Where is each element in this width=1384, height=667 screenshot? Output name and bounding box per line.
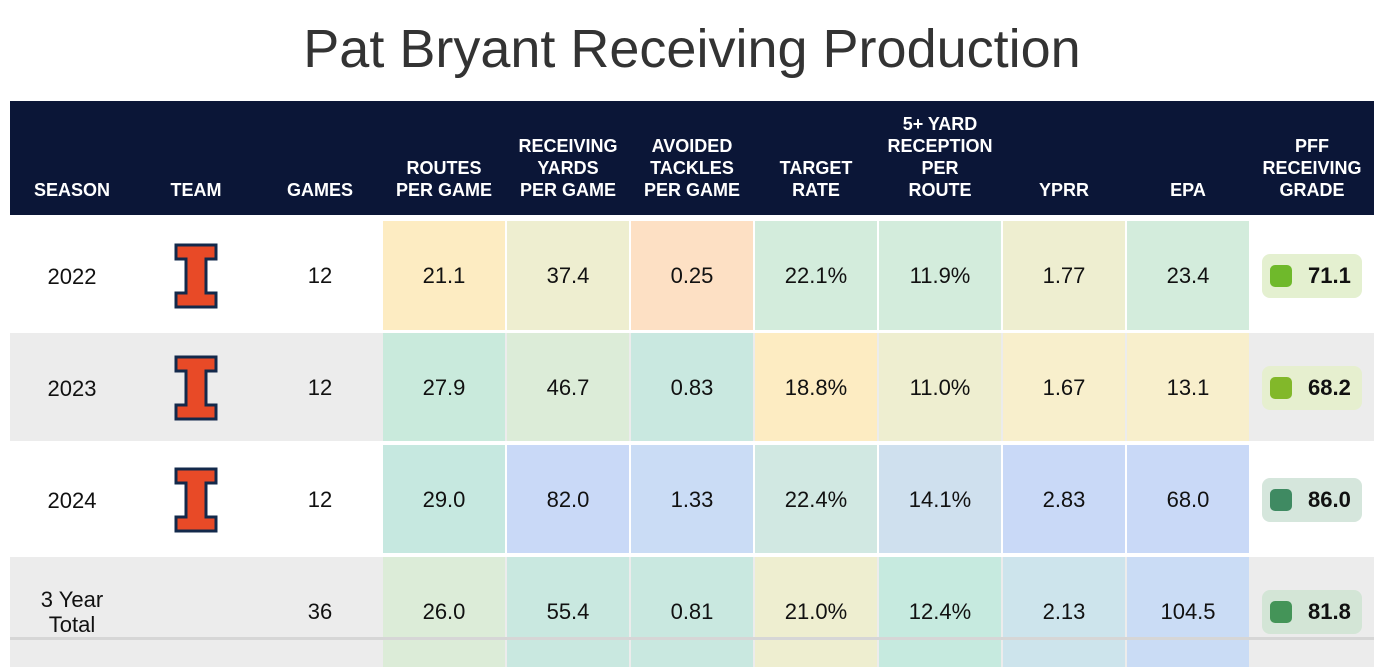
header-epa: EPA — [1170, 180, 1206, 200]
yprr-cell: 2.13 — [1003, 557, 1125, 667]
team-cell — [134, 333, 258, 443]
row-divider — [10, 553, 1374, 556]
illinois-logo-icon — [174, 243, 218, 309]
header-games: GAMES — [286, 180, 353, 200]
grade-badge: 86.0 — [1262, 478, 1362, 522]
grade-value: 68.2 — [1308, 375, 1351, 400]
yards-cell: 46.7 — [507, 333, 629, 443]
grade-color-swatch — [1270, 265, 1292, 287]
table-header: SEASON TEAM GAMES ROUTES PER GAME RECEIVING YA… — [10, 101, 1374, 215]
target-cell: 21.0% — [755, 557, 877, 667]
yprr-cell: 2.83 — [1003, 445, 1125, 555]
tackles-cell: 0.81 — [631, 557, 753, 667]
season-cell: 2023 — [47, 375, 97, 401]
grade-value: 86.0 — [1308, 487, 1351, 512]
yards-cell: 82.0 — [507, 445, 629, 555]
header-yprr: YPRR — [1038, 180, 1089, 200]
grade-cell: 68.2 — [1250, 333, 1374, 443]
epa-cell: 23.4 — [1127, 221, 1249, 331]
yards-cell: 55.4 — [507, 557, 629, 667]
games-cell: 36 — [307, 599, 333, 624]
games-cell: 12 — [307, 375, 333, 400]
team-cell — [134, 445, 258, 555]
recep-cell: 11.9% — [879, 221, 1001, 331]
illinois-logo-icon — [174, 467, 218, 533]
tackles-cell: 0.25 — [631, 221, 753, 331]
epa-cell: 68.0 — [1127, 445, 1249, 555]
target-cell: 18.8% — [755, 333, 877, 443]
target-cell: 22.1% — [755, 221, 877, 331]
table-bottom-border — [10, 637, 1374, 640]
header-yards: RECEIVING YARDS PER GAME — [518, 136, 618, 200]
row-divider — [10, 441, 1374, 444]
games-cell: 12 — [307, 263, 333, 288]
grade-color-swatch — [1270, 601, 1292, 623]
routes-cell: 26.0 — [383, 557, 505, 667]
header-season: SEASON — [33, 180, 111, 200]
header-team: TEAM — [170, 180, 222, 200]
routes-cell: 27.9 — [383, 333, 505, 443]
header-grade: PFF RECEIVING GRADE — [1262, 136, 1362, 200]
illinois-logo-icon — [174, 355, 218, 421]
tackles-cell: 0.83 — [631, 333, 753, 443]
season-cell: 2024 — [47, 487, 97, 513]
grade-badge: 68.2 — [1262, 366, 1362, 410]
yprr-cell: 1.67 — [1003, 333, 1125, 443]
recep-cell: 12.4% — [879, 557, 1001, 667]
grade-badge: 81.8 — [1262, 590, 1362, 634]
games-cell: 12 — [307, 487, 333, 512]
grade-cell: 71.1 — [1250, 221, 1374, 331]
grade-value: 81.8 — [1308, 599, 1351, 624]
header-tackles: AVOIDED TACKLES PER GAME — [643, 136, 740, 200]
yards-cell: 37.4 — [507, 221, 629, 331]
routes-cell: 21.1 — [383, 221, 505, 331]
season-cell: 2022 — [47, 263, 97, 289]
table-row: 2022 12 21.1 37.4 0.25 22.1% 11.9% 1.77 23.4 71.1 — [10, 221, 1374, 331]
table-row: 3 Year Total 36 26.0 55.4 0.81 21.0% 12.4% 2.13… — [10, 557, 1374, 667]
header-routes: ROUTES PER GAME — [395, 158, 492, 200]
team-cell — [134, 557, 258, 667]
header-recep: 5+ YARD RECEPTION PER ROUTE — [887, 114, 993, 200]
grade-value: 71.1 — [1308, 263, 1351, 288]
team-cell — [134, 221, 258, 331]
table-row: 2023 12 27.9 46.7 0.83 18.8% 11.0% 1.67 13.1 68.2 — [10, 333, 1374, 443]
grade-cell: 81.8 — [1250, 557, 1374, 667]
grade-color-swatch — [1270, 489, 1292, 511]
header-target: TARGET RATE — [779, 158, 853, 200]
routes-cell: 29.0 — [383, 445, 505, 555]
season-cell: 3 Year Total — [40, 587, 104, 637]
yprr-cell: 1.77 — [1003, 221, 1125, 331]
tackles-cell: 1.33 — [631, 445, 753, 555]
target-cell: 22.4% — [755, 445, 877, 555]
epa-cell: 13.1 — [1127, 333, 1249, 443]
row-divider — [10, 330, 1374, 333]
table-row: 2024 12 29.0 82.0 1.33 22.4% 14.1% 2.83 68.0 86.0 — [10, 445, 1374, 555]
grade-color-swatch — [1270, 377, 1292, 399]
recep-cell: 14.1% — [879, 445, 1001, 555]
recep-cell: 11.0% — [879, 333, 1001, 443]
grade-cell: 86.0 — [1250, 445, 1374, 555]
grade-badge: 71.1 — [1262, 254, 1362, 298]
epa-cell: 104.5 — [1127, 557, 1249, 667]
page-title: Pat Bryant Receiving Production — [303, 19, 1081, 79]
